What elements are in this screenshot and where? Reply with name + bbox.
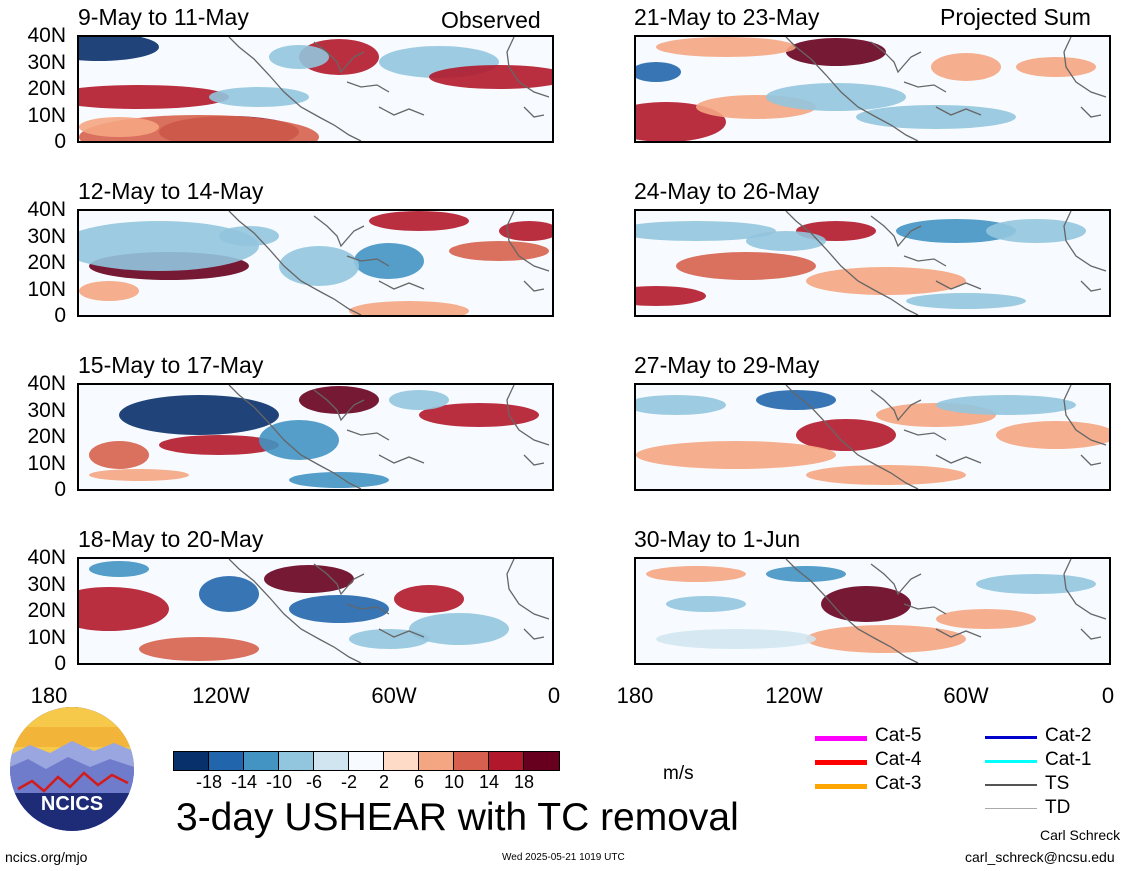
colorbar-tick-label: 10 xyxy=(443,772,465,792)
colorbar-swatch xyxy=(419,752,454,770)
shear-map-left-4 xyxy=(77,557,554,665)
colorbar-swatch xyxy=(314,752,349,770)
legend-line-cat-1 xyxy=(985,760,1037,763)
lat-label: 30N xyxy=(27,224,66,248)
shear-map-right-4 xyxy=(634,557,1111,665)
shear-map-right-3 xyxy=(634,383,1111,491)
legend-label-cat-5: Cat-5 xyxy=(875,725,922,746)
colorbar-swatch xyxy=(454,752,489,770)
lat-label: 10N xyxy=(27,277,66,301)
lat-label: 0 xyxy=(54,652,66,675)
lat-label: 10N xyxy=(27,103,66,127)
lat-label: 30N xyxy=(27,398,66,422)
observed-label: Observed xyxy=(441,7,541,33)
legend-label-cat-4: Cat-4 xyxy=(875,749,922,770)
panel-title-right-4: 30-May to 1-Jun xyxy=(634,526,801,552)
colorbar-tick-label: -18 xyxy=(195,772,222,792)
lat-label: 0 xyxy=(54,478,66,501)
units-label: m/s xyxy=(663,763,694,784)
lat-label: 30N xyxy=(27,50,66,74)
lat-label: 40N xyxy=(27,24,66,47)
timestamp: Wed 2025-05-21 1019 UTC xyxy=(502,852,625,863)
lon-label-right-0: 0 xyxy=(1101,683,1115,708)
colorbar-swatch xyxy=(279,752,314,770)
shear-map-left-3 xyxy=(77,383,554,491)
legend-line-cat-3 xyxy=(815,784,867,789)
colorbar-tick-label: 6 xyxy=(413,772,424,792)
legend-label-cat-2: Cat-2 xyxy=(1045,725,1092,746)
panel-title-right-3: 27-May to 29-May xyxy=(634,352,820,378)
shear-map-right-2 xyxy=(634,209,1111,317)
lat-label: 20N xyxy=(27,599,66,622)
lat-label: 40N xyxy=(27,198,66,221)
colorbar-swatch xyxy=(349,752,384,770)
shear-map-left-2 xyxy=(77,209,554,317)
legend-line-cat-5 xyxy=(815,736,867,741)
shear-map-left-1 xyxy=(77,35,554,143)
legend-line-ts xyxy=(985,784,1037,786)
panel-title-left-2: 12-May to 14-May xyxy=(78,178,264,204)
colorbar-tick-label: -10 xyxy=(265,772,292,792)
legend-line-cat-4 xyxy=(815,760,867,765)
lon-label-left-0: 0 xyxy=(547,683,561,708)
panel-title-left-3: 15-May to 17-May xyxy=(78,352,264,378)
colorbar-swatch xyxy=(489,752,524,770)
panel-title-right-2: 24-May to 26-May xyxy=(634,178,820,204)
lat-label: 40N xyxy=(27,372,66,395)
author-name: Carl Schreck xyxy=(1040,827,1121,843)
legend-label-td: TD xyxy=(1045,797,1071,818)
colorbar-tick-label: 14 xyxy=(478,772,500,792)
colorbar-tick-label: -6 xyxy=(305,772,322,792)
lat-label: 20N xyxy=(27,251,66,274)
lon-label-left-60w: 60W xyxy=(371,683,417,708)
colorbar-swatch xyxy=(524,752,559,770)
figure-title: 3-day USHEAR with TC removal xyxy=(176,796,739,839)
colorbar xyxy=(173,751,560,771)
colorbar-swatch xyxy=(384,752,419,770)
lat-label: 10N xyxy=(27,451,66,475)
legend-line-cat-2 xyxy=(985,736,1037,739)
legend-label-ts: TS xyxy=(1045,773,1070,794)
lon-label-right-120w: 120W xyxy=(765,683,823,708)
shear-map-right-1 xyxy=(634,35,1111,143)
lat-label: 20N xyxy=(27,425,66,448)
lon-label-left-180: 180 xyxy=(30,683,68,708)
lat-label: 10N xyxy=(27,625,66,649)
lat-label: 40N xyxy=(27,546,66,569)
panel-title-left-1: 9-May to 11-May xyxy=(78,4,249,30)
legend-line-td xyxy=(985,808,1037,809)
colorbar-tick-label: -2 xyxy=(340,772,357,792)
colorbar-tick-label: 18 xyxy=(513,772,535,792)
svg-text:NCICS: NCICS xyxy=(41,793,103,815)
site-link[interactable]: ncics.org/mjo xyxy=(5,849,88,865)
lat-label: 0 xyxy=(54,130,66,153)
lat-label: 20N xyxy=(27,77,66,100)
ncics-logo: NCICS xyxy=(10,707,134,831)
lon-label-right-180: 180 xyxy=(616,683,654,708)
panel-title-right-1: 21-May to 23-May xyxy=(634,4,820,30)
colorbar-swatch xyxy=(174,752,209,770)
lat-label: 0 xyxy=(54,304,66,327)
projected-sum-label: Projected Sum xyxy=(940,4,1091,30)
lon-label-left-120w: 120W xyxy=(192,683,250,708)
lon-label-right-60w: 60W xyxy=(943,683,989,708)
author-email[interactable]: carl_schreck@ncsu.edu xyxy=(965,849,1115,865)
colorbar-tick-label: 2 xyxy=(378,772,389,792)
colorbar-tick-label: -14 xyxy=(230,772,257,792)
lat-label: 30N xyxy=(27,572,66,596)
legend-label-cat-3: Cat-3 xyxy=(875,773,922,794)
panel-title-left-4: 18-May to 20-May xyxy=(78,526,264,552)
colorbar-swatch xyxy=(244,752,279,770)
colorbar-swatch xyxy=(209,752,244,770)
legend-label-cat-1: Cat-1 xyxy=(1045,749,1092,770)
